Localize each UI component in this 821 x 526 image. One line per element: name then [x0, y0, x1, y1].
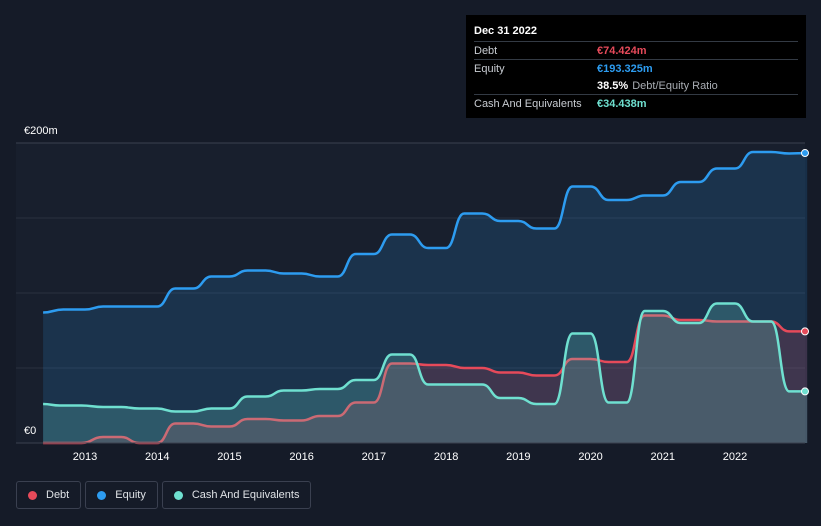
- x-tick-label: 2016: [289, 451, 313, 463]
- legend-equity-label: Equity: [115, 489, 146, 501]
- chart-legend: Debt Equity Cash And Equivalents: [16, 481, 312, 509]
- equity-dot-icon: [97, 490, 107, 500]
- tooltip-row-ratio: 38.5% Debt/Equity Ratio: [474, 77, 798, 94]
- tooltip-cash-value: €34.438m: [597, 97, 647, 110]
- legend-item-equity[interactable]: Equity: [85, 481, 158, 509]
- tooltip-debt-label: Debt: [474, 44, 498, 57]
- cash-line: [43, 302, 808, 413]
- legend-item-cash[interactable]: Cash And Equivalents: [161, 481, 312, 509]
- tooltip-equity-value: €193.325m: [597, 62, 653, 75]
- tooltip-ratio-label: Debt/Equity Ratio: [632, 79, 718, 92]
- debt-line: [43, 314, 808, 445]
- x-tick-label: 2021: [651, 451, 675, 463]
- x-tick-label: 2015: [217, 451, 241, 463]
- y-axis-min-label: €0: [24, 425, 37, 437]
- legend-cash-label: Cash And Equivalents: [191, 489, 300, 501]
- x-tick-label: 2022: [723, 451, 747, 463]
- x-tick-label: 2017: [362, 451, 386, 463]
- legend-item-debt[interactable]: Debt: [16, 481, 82, 509]
- debt-dot-icon: [28, 490, 37, 500]
- debt-end-marker: [801, 327, 809, 336]
- equity-line: [43, 150, 808, 314]
- cash-end-marker: [801, 387, 809, 396]
- debt-area: [43, 315, 808, 443]
- data-tooltip: Dec 31 2022 Debt €74.424m Equity €193.32…: [466, 15, 806, 118]
- legend-debt-label: Debt: [46, 489, 70, 501]
- tooltip-ratio-value: 38.5%: [597, 79, 629, 92]
- tooltip-row-debt: Debt €74.424m: [474, 41, 798, 59]
- tooltip-row-equity: Equity €193.325m: [474, 59, 798, 77]
- tooltip-equity-label: Equity: [474, 62, 505, 75]
- tooltip-date: Dec 31 2022: [474, 25, 537, 37]
- equity-area: [43, 152, 808, 443]
- x-tick-label: 2013: [73, 451, 97, 463]
- x-tick-label: 2020: [578, 451, 602, 463]
- x-tick-label: 2019: [506, 451, 530, 463]
- cash-dot-icon: [173, 490, 183, 500]
- tooltip-cash-label: Cash And Equivalents: [474, 97, 582, 110]
- tooltip-debt-value: €74.424m: [597, 44, 647, 57]
- tooltip-row-cash: Cash And Equivalents €34.438m: [474, 94, 798, 112]
- x-tick-label: 2018: [434, 451, 458, 463]
- x-tick-label: 2014: [145, 451, 169, 463]
- equity-end-marker: [801, 149, 809, 158]
- y-axis-max-label: €200m: [24, 125, 58, 137]
